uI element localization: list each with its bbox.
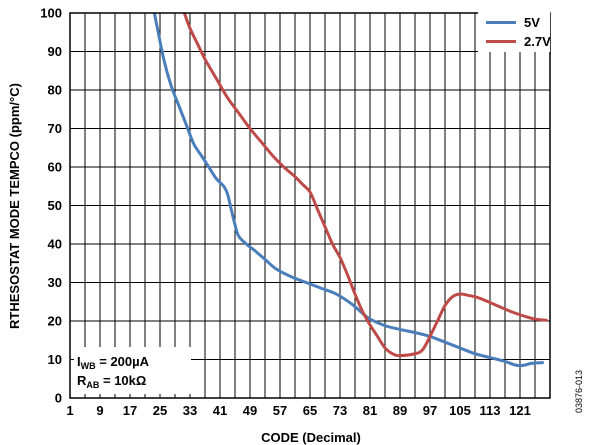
y-tick-label: 30	[48, 275, 62, 290]
plot-border	[69, 12, 551, 399]
y-tick-label: 90	[48, 44, 62, 59]
legend-label-2-7v: 2.7V	[524, 34, 551, 49]
x-tick-label: 73	[333, 403, 347, 418]
series-layer	[152, 13, 548, 368]
x-tick-label: 105	[449, 403, 471, 418]
legend: 5V 2.7V	[478, 12, 551, 52]
annotation-rab: RAB = 10kΩ	[77, 373, 146, 390]
annotation-background	[74, 347, 191, 394]
plot-frame	[69, 12, 551, 399]
y-tick-label: 70	[48, 121, 62, 136]
x-axis-title: CODE (Decimal)	[261, 430, 361, 445]
y-tick-label: 100	[40, 6, 62, 21]
conditions-annotation: IWB = 200µA RAB = 10kΩ	[74, 347, 191, 394]
y-tick-label: 80	[48, 83, 62, 98]
tick-labels: 1 9 17 25 33 41 49 57 65 73 81 89 97 105 113 121 0 10 20 30…	[40, 6, 531, 419]
figure-code: 03876-013	[574, 370, 584, 413]
y-axis-title: RTHESOSTAT MODE TEMPCO (ppm/°C)	[7, 83, 22, 329]
x-tick-label: 81	[363, 403, 377, 418]
legend-label-5v: 5V	[524, 15, 540, 30]
x-tick-label: 1	[66, 403, 73, 418]
series-line-2-7v	[182, 13, 548, 358]
x-tick-label: 97	[423, 403, 437, 418]
x-tick-label: 121	[509, 403, 531, 418]
y-tick-label: 10	[48, 352, 62, 367]
x-tick-label: 17	[123, 403, 137, 418]
x-tick-label: 65	[303, 403, 317, 418]
y-tick-label: 50	[48, 198, 62, 213]
x-tick-label: 49	[243, 403, 257, 418]
x-tick-label: 57	[273, 403, 287, 418]
x-tick-label: 25	[153, 403, 167, 418]
y-tick-label: 60	[48, 160, 62, 175]
series-line-5v	[152, 13, 544, 368]
x-tick-label: 89	[393, 403, 407, 418]
annotation-iwb: IWB = 200µA	[77, 354, 150, 371]
x-tick-label: 41	[213, 403, 227, 418]
x-tick-label: 9	[96, 403, 103, 418]
y-tick-label: 0	[55, 391, 62, 406]
x-tick-label: 113	[480, 403, 501, 418]
y-tick-label: 40	[48, 237, 62, 252]
x-tick-label: 33	[183, 403, 197, 418]
y-tick-label: 20	[48, 314, 62, 329]
legend-background	[478, 12, 550, 52]
grid	[69, 12, 550, 399]
